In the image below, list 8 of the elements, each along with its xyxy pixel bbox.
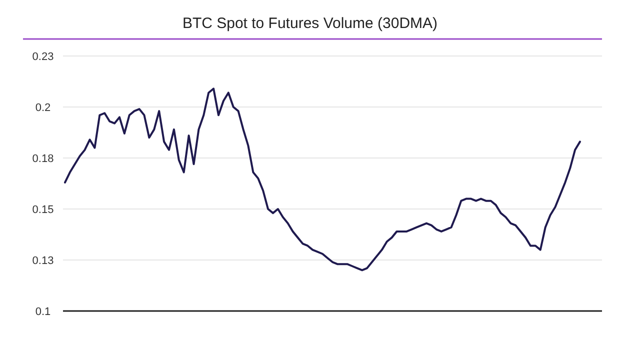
y-tick-label: 0.15	[32, 204, 54, 216]
y-tick-label: 0.23	[32, 50, 54, 63]
y-tick-label: 0.18	[32, 152, 54, 165]
chart-title: BTC Spot to Futures Volume (30DMA)	[182, 15, 438, 32]
line-series	[64, 88, 581, 272]
y-tick-label: 0.13	[32, 254, 54, 267]
y-tick-label: 0.2	[35, 102, 51, 114]
y-tick-label: 0.1	[35, 306, 51, 318]
